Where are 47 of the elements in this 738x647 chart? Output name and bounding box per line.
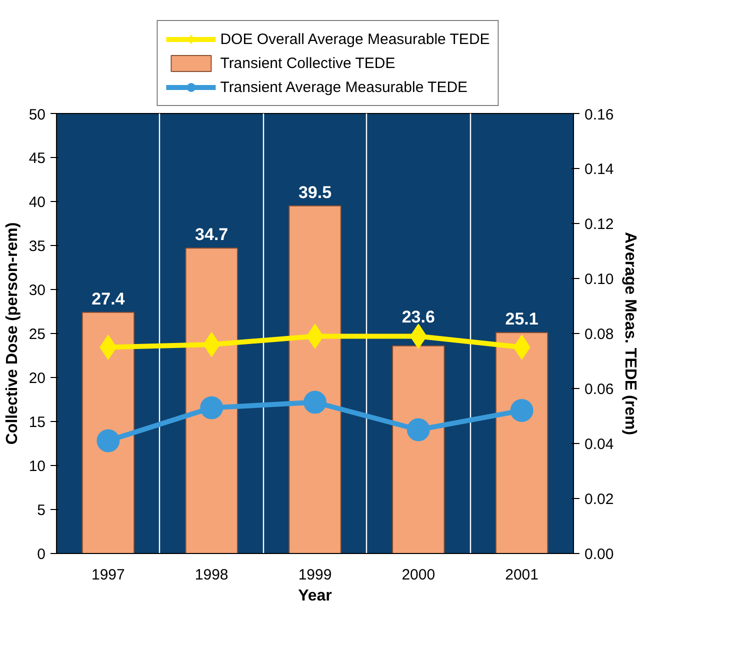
y2-tick-label: 0.00 xyxy=(584,546,614,563)
y-axis-title: Collective Dose (person-rem) xyxy=(4,222,21,445)
y2-tick-label: 0.12 xyxy=(584,216,614,233)
y-tick-label: 35 xyxy=(28,238,46,255)
y-tick-label: 0 xyxy=(37,546,46,563)
bar xyxy=(288,205,342,554)
point xyxy=(510,399,534,422)
y-tick-label: 10 xyxy=(28,458,46,475)
y2-tick-label: 0.08 xyxy=(584,326,614,343)
point xyxy=(200,396,224,420)
y2-tick-label: 0.14 xyxy=(584,161,614,178)
legend-label: Transient Collective TEDE xyxy=(220,54,396,72)
point xyxy=(203,332,220,357)
y-tick-label: 45 xyxy=(28,150,46,167)
y-tick-label: 15 xyxy=(28,414,46,431)
point xyxy=(406,418,430,442)
y-tick-label: 5 xyxy=(37,502,46,519)
y-tick-label: 50 xyxy=(28,106,46,124)
y-tick-label: 25 xyxy=(28,326,46,343)
y-tick-label: 40 xyxy=(28,194,46,211)
x-axis-title: Year xyxy=(298,588,332,604)
x-tick-label: 2001 xyxy=(505,566,538,584)
bar xyxy=(495,332,548,554)
bar xyxy=(185,248,238,554)
bar xyxy=(392,345,445,554)
y2-axis-title: Average Meas. TEDE (rem) xyxy=(622,232,639,436)
data-label: 23.6 xyxy=(402,307,435,326)
legend-label: Transient Average Measurable TEDE xyxy=(220,78,468,96)
x-tick-label: 2000 xyxy=(402,566,436,584)
y2-tick-label: 0.02 xyxy=(584,491,614,508)
x-tick-label: 1997 xyxy=(92,566,125,584)
y2-tick-label: 0.04 xyxy=(584,436,614,453)
x-tick-label: 1998 xyxy=(194,566,228,584)
data-label: 34.7 xyxy=(195,225,228,244)
data-label: 39.5 xyxy=(298,182,332,202)
x-tick-label: 1999 xyxy=(298,566,332,584)
point xyxy=(304,390,326,414)
y-tick-label: 20 xyxy=(28,370,46,387)
y2-tick-label: 0.16 xyxy=(584,106,614,124)
y-tick-label: 30 xyxy=(28,282,46,299)
y2-tick-label: 0.06 xyxy=(584,381,614,398)
legend-label: DOE Overall Average Measurable TEDE xyxy=(220,30,490,48)
point xyxy=(96,429,120,452)
y2-tick-label: 0.10 xyxy=(584,271,614,288)
data-label: 25.1 xyxy=(505,310,538,329)
bar xyxy=(82,312,135,554)
data-label: 27.4 xyxy=(92,289,126,308)
